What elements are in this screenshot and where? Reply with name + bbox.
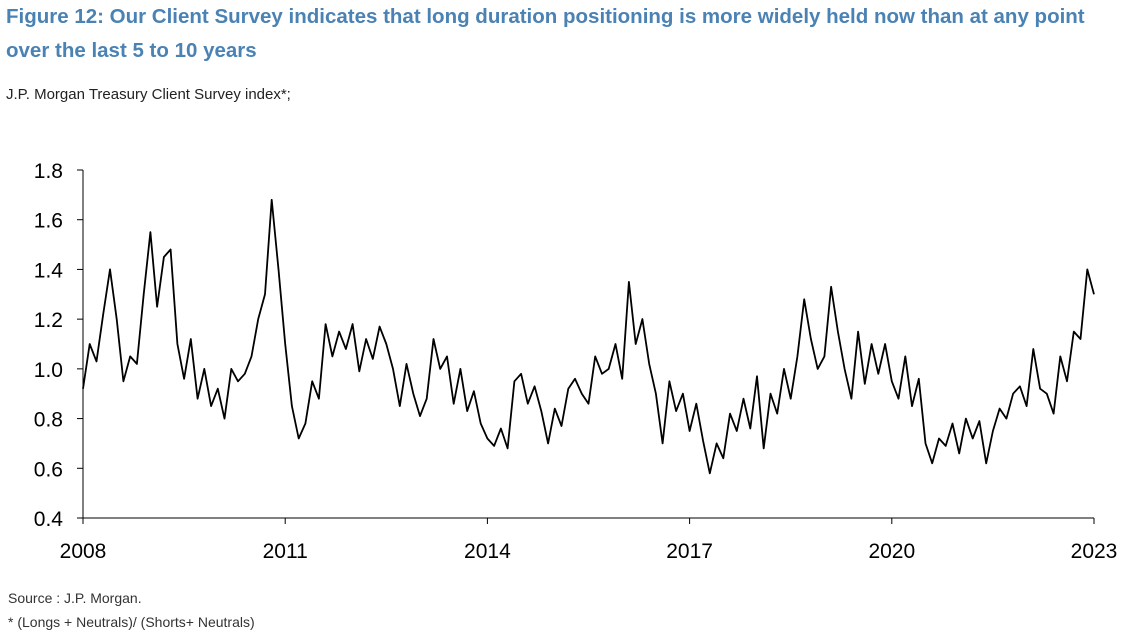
y-tick-label: 1.8 xyxy=(34,160,63,183)
series-line xyxy=(82,198,1095,475)
footnote: * (Longs + Neutrals)/ (Shorts+ Neutrals) xyxy=(8,614,255,630)
source-note: Source : J.P. Morgan. xyxy=(8,590,142,606)
x-tick-label: 2014 xyxy=(464,540,511,563)
x-tick-label: 2008 xyxy=(60,540,107,563)
x-tick-label: 2017 xyxy=(666,540,713,563)
y-tick-label: 0.8 xyxy=(34,409,63,432)
y-tick-label: 1.6 xyxy=(34,210,63,233)
x-tick-label: 2023 xyxy=(1071,540,1118,563)
y-tick-label: 0.4 xyxy=(34,508,64,531)
y-tick-label: 1.0 xyxy=(34,359,63,382)
y-tick-label: 0.6 xyxy=(34,458,63,481)
figure-title: Figure 12: Our Client Survey indicates t… xyxy=(6,5,1085,62)
y-tick-label: 1.4 xyxy=(34,259,64,282)
x-tick-label: 2020 xyxy=(868,540,915,563)
chart-subtitle: J.P. Morgan Treasury Client Survey index… xyxy=(6,86,291,103)
x-tick-label: 2011 xyxy=(263,540,308,563)
y-tick-label: 1.2 xyxy=(34,309,63,332)
